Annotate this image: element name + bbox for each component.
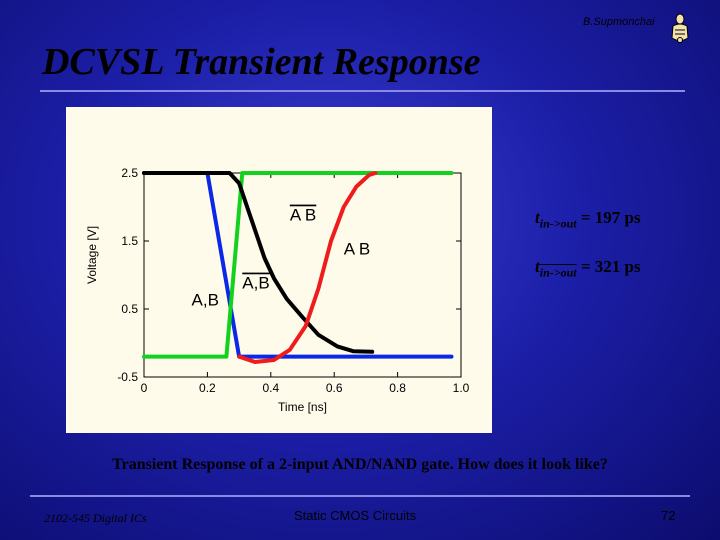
x-tick-label: 1.0 xyxy=(453,381,470,395)
curve-label: A B xyxy=(290,206,316,225)
transient-plot: 0 0.2 0.4 0.6 0.8 1.0 2.5 1.5 0.5 -0.5 Time [ns] Vo… xyxy=(85,166,470,414)
author-label: B.Supmonchai xyxy=(583,16,655,28)
footer-topic: Static CMOS Circuits xyxy=(294,508,417,523)
delay-2-value: = 321 ps xyxy=(576,257,641,276)
curve-label: A B xyxy=(344,240,370,259)
x-tick-label: 0.8 xyxy=(389,381,406,395)
y-tick-label: 0.5 xyxy=(121,302,138,316)
x-tick-label: 0 xyxy=(141,381,148,395)
footer-course: 2102-545 Digital ICs xyxy=(44,511,147,525)
chart-panel: 0 0.2 0.4 0.6 0.8 1.0 2.5 1.5 0.5 -0.5 Time [ns] Vo… xyxy=(66,107,492,433)
slide-title: DCVSL Transient Response xyxy=(42,41,481,83)
x-axis-label: Time [ns] xyxy=(278,400,327,414)
plot-frame xyxy=(143,172,462,378)
footer-divider xyxy=(30,495,690,497)
y-tick-label: 1.5 xyxy=(121,234,138,248)
delay-1-subscript: in->out xyxy=(539,216,577,231)
y-axis-label: Voltage [V] xyxy=(85,226,99,284)
delay-2-subscript: in->out xyxy=(539,265,577,280)
x-tick-label: 0.2 xyxy=(199,381,216,395)
x-tick-label: 0.6 xyxy=(326,381,343,395)
curve-label: A,B xyxy=(242,274,269,293)
x-tick-label: 0.4 xyxy=(262,381,279,395)
title-divider xyxy=(40,90,685,92)
y-tick-label: 2.5 xyxy=(121,166,138,180)
series-black-line xyxy=(142,171,375,354)
delay-annotation-1: tin->out = 197 ps xyxy=(535,208,641,231)
delay-1-prefix: t xyxy=(535,208,540,227)
page-number: 72 xyxy=(661,508,676,523)
delay-2-prefix: t xyxy=(535,257,540,276)
delay-annotation-2: tin->out = 321 ps xyxy=(535,257,641,280)
series-blue-line xyxy=(142,171,454,359)
university-seal-logo xyxy=(671,13,689,43)
y-tick-label: -0.5 xyxy=(117,370,138,384)
series-green-line xyxy=(142,171,454,359)
series-red-line xyxy=(237,171,378,364)
slide-caption: Transient Response of a 2-input AND/NAND… xyxy=(112,456,608,473)
curve-label: A,B xyxy=(192,291,219,310)
delay-1-value: = 197 ps xyxy=(576,208,641,227)
